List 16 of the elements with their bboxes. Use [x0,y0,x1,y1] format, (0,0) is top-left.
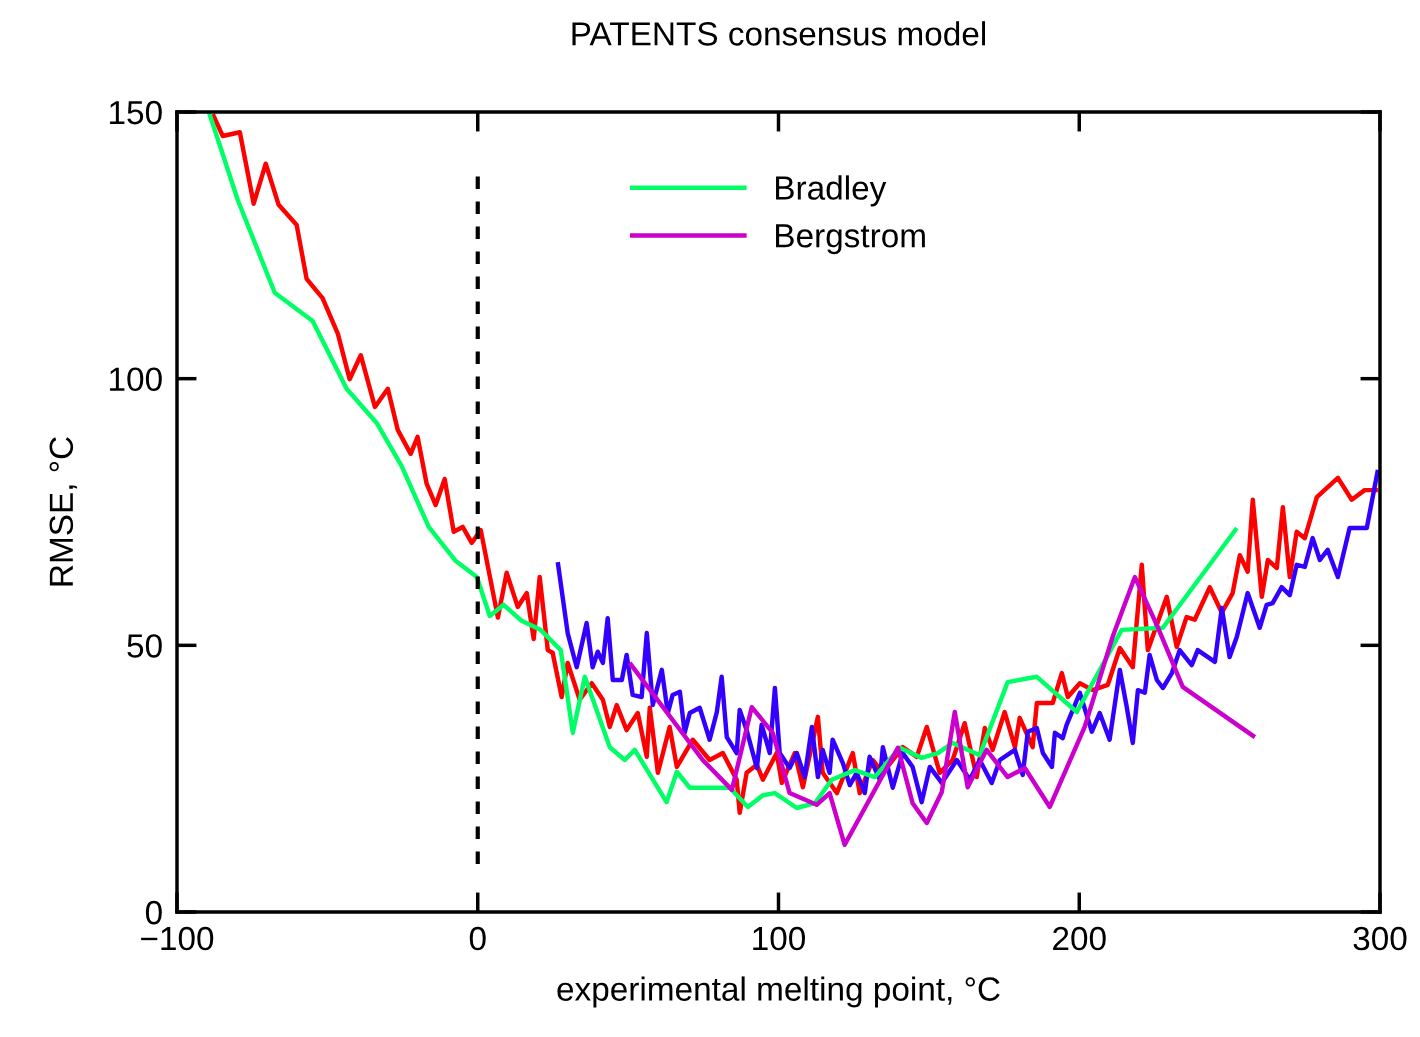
x-tick-label: 100 [753,926,806,951]
x-tick-label: 200 [1053,926,1106,951]
x-tick-label: 300 [1353,926,1407,951]
y-tick-label: 150 [110,100,162,125]
y-tick-label: 50 [127,634,162,658]
y-tick-label: 100 [110,367,162,392]
x-tick-label: 0 [469,926,486,951]
legend-label: Bergstrom [776,224,925,255]
line-series [627,574,1258,848]
x-axis-title: experimental melting point, °C [557,976,1000,1008]
y-tick-label: 0 [145,900,162,925]
line-series [555,467,1380,805]
legend-label: Bradley [776,175,887,207]
chart-title: PATENTS consensus model [572,21,986,46]
y-axis-title: RMSE, °C [49,437,78,586]
x-tick-label: −100 [141,926,214,951]
